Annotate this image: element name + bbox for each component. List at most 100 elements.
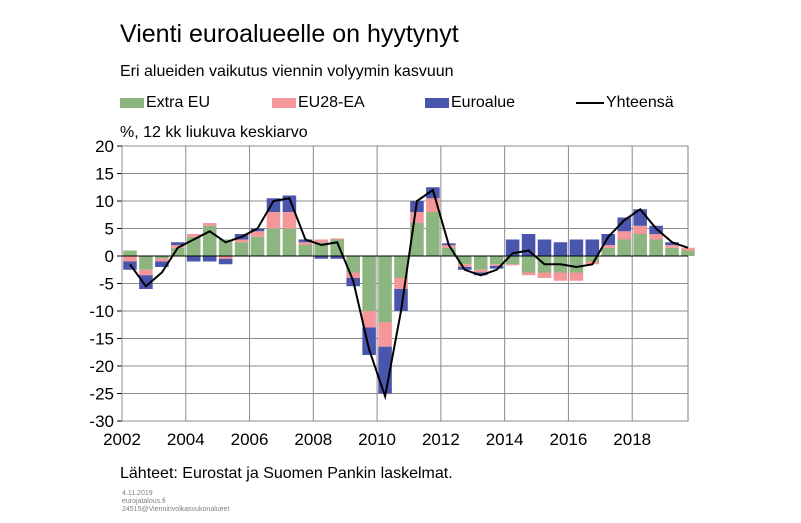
bar-extra-eu [569,256,584,273]
bar-eu28-ea [665,245,679,248]
bar-euroalue [569,239,584,256]
meta-site: eurojatalous.fi [122,498,166,505]
bar-eu28-ea [681,247,695,251]
bar-eu28-ea [410,212,424,223]
bar-extra-eu [346,256,360,273]
bar-extra-eu [521,256,536,273]
bar-extra-eu [473,256,488,270]
bar-euroalue [521,234,536,256]
bar-extra-eu [505,256,520,265]
line-yhteensa [129,188,689,401]
bar-extra-eu [171,247,185,256]
bar-eu28-ea [473,269,488,273]
x-tick-label: 2012 [422,430,460,449]
bar-extra-eu [394,256,408,278]
bar-euroalue [250,228,265,232]
legend-label-yhteensa: Yhteensä [606,94,674,111]
bar-euroalue [553,242,568,256]
bar-extra-eu [458,256,472,265]
bar-extra-eu [681,250,695,256]
bar-extra-eu [218,239,233,256]
y-tick-label: 20 [95,137,114,156]
bar-extra-eu [298,245,313,256]
bar-extra-eu [649,239,663,256]
x-tick-label: 2014 [486,430,524,449]
bar-euroalue [473,272,488,276]
bar-eu28-ea [266,212,281,229]
bar-eu28-ea [346,272,360,278]
bar-extra-eu [489,256,504,265]
bar-eu28-ea [314,239,329,243]
bar-extra-eu [123,250,137,256]
x-tick-label: 2010 [358,430,396,449]
bar-euroalue [171,242,185,245]
bar-extra-eu [617,239,632,256]
bar-extra-eu [362,256,376,311]
bar-eu28-ea [553,272,568,281]
bar-extra-eu [665,247,679,256]
chart-subtitle: Eri alueiden vaikutus viennin volyymin k… [120,63,454,80]
y-tick-label: -15 [89,330,114,349]
bar-extra-eu [601,247,616,256]
y-tick-label: -5 [99,275,114,294]
bar-eu28-ea [298,242,313,245]
bar-eu28-ea [155,258,169,262]
bar-euroalue [202,256,217,262]
bar-euroalue [489,265,504,269]
bar-extra-eu [266,228,281,256]
bar-euroalue [186,256,201,262]
y-tick-label: 10 [95,192,114,211]
bar-euroalue [155,261,169,267]
bar-euroalue [585,239,600,256]
x-tick-label: 2008 [294,430,332,449]
bar-eu28-ea [489,264,504,266]
bar-eu28-ea [218,256,233,259]
bar-eu28-ea [171,245,185,248]
bar-eu28-ea [601,245,616,248]
legend-label-eu28-ea: EU28-EA [298,94,365,111]
bar-eu28-ea [362,311,376,328]
legend-label-euroalue: Euroalue [451,94,516,111]
bar-euroalue [665,242,679,245]
source-note: Lähteet: Eurostat ja Suomen Pankin laske… [120,465,453,482]
bar-eu28-ea [330,238,345,240]
bar-euroalue [649,225,663,234]
bar-eu28-ea [458,264,472,267]
bar-eu28-ea [123,256,137,262]
chart-title: Vienti euroalueelle on hyytynyt [120,20,459,48]
x-tick-label: 2018 [613,430,651,449]
bar-euroalue [617,217,632,232]
bar-eu28-ea [505,264,520,266]
x-tick-label: 2004 [167,430,205,449]
legend-item-euroalue: Euroalue [425,93,515,113]
y-tick-label: 5 [105,220,114,239]
bar-euroalue [218,258,233,265]
bar-extra-eu [378,256,392,322]
y-tick-label: 15 [95,165,114,184]
bar-euroalue [330,256,345,259]
legend-label-extra-eu: Extra EU [146,94,211,111]
x-tick-label: 2002 [103,430,141,449]
unit-label: %, 12 kk liukuva keskiarvo [120,124,308,141]
bar-eu28-ea [521,272,536,276]
bar-eu28-ea [186,234,201,237]
x-tick-label: 2006 [231,430,269,449]
legend: Extra EU EU28-EA Euroalue Yhteensä [120,93,720,115]
bar-extra-eu [155,256,169,259]
legend-item-yhteensa: Yhteensä [576,93,674,113]
bar-eu28-ea [569,272,584,281]
y-tick-label: -25 [89,385,114,404]
bar-eu28-ea [202,223,217,226]
bar-eu28-ea [139,269,153,276]
meta-id: 24515@Vienninvolkasvukonalueet [122,506,230,513]
meta-info: 4.11.2019 eurojatalous.fi 24515@Vienninv… [122,490,229,514]
y-tick-label: -10 [89,302,114,321]
meta-date: 4.11.2019 [122,490,153,497]
bar-extra-eu [314,242,329,256]
y-tick-label: -30 [89,412,114,431]
bar-eu28-ea [234,239,249,243]
bar-extra-eu [282,228,297,256]
bar-euroalue [601,234,616,245]
bar-euroalue [298,239,313,243]
bar-eu28-ea [649,234,663,240]
